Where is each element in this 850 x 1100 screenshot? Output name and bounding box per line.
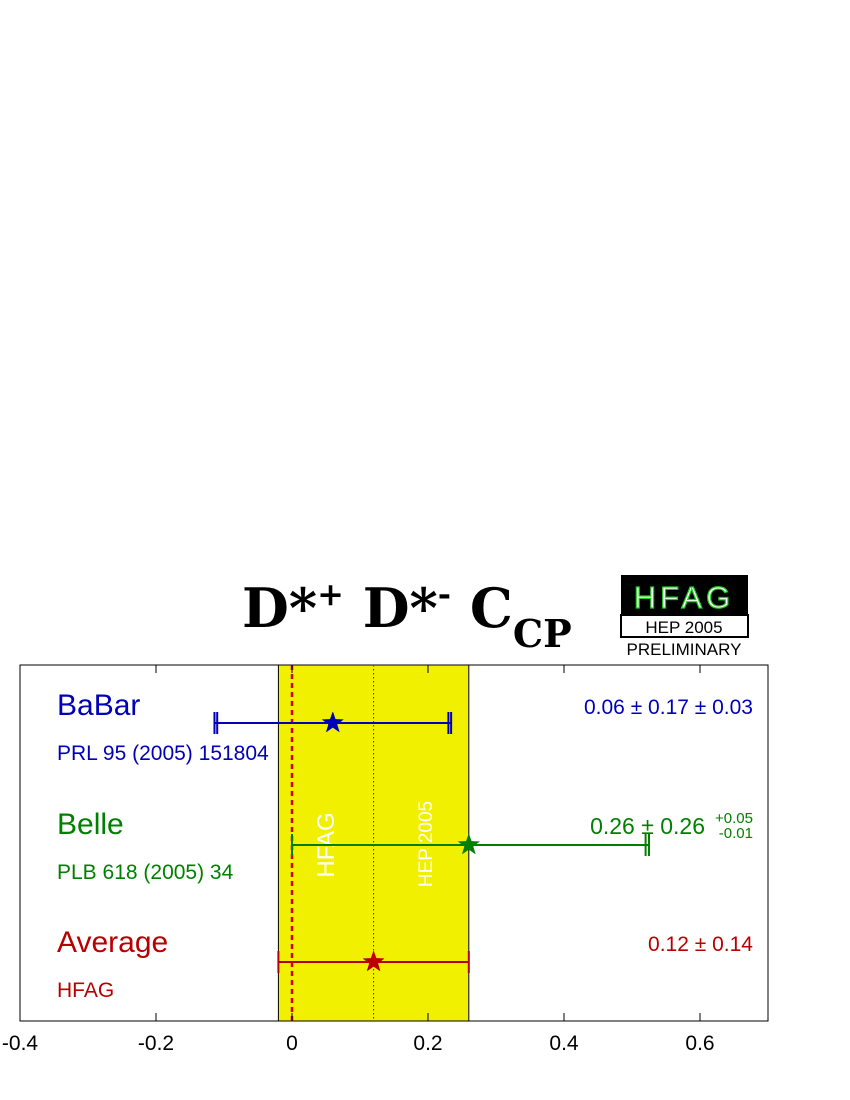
measurement-row-belle: Belle PLB 618 (2005) 34 0.26 ± 0.26 +0.05-0… [57,808,753,884]
measurement-row-average: Average HFAG 0.12 ± 0.14 [57,926,753,1002]
x-tick-label: 0 [286,1032,298,1055]
x-tick-label: -0.4 [2,1032,39,1055]
x-tick-label: 0.2 [413,1032,442,1055]
experiment-name: Belle [57,808,124,841]
result-syst-minus: -0.01 [719,825,753,842]
experiment-reference: PLB 618 (2005) 34 [57,861,234,884]
experiment-name: Average [57,926,168,959]
experiment-reference: PRL 95 (2005) 151804 [57,742,269,765]
central-value-marker [457,833,481,855]
logo-edition-box [620,614,749,638]
logo-status: PRELIMINARY [627,640,742,659]
measurement-row-babar: BaBar PRL 95 (2005) 151804 0.06 ± 0.17 ± 0… [57,689,753,765]
average-band-layer: HFAG HEP 2005 [277,664,470,1022]
x-tick-label: -0.2 [138,1032,174,1055]
result-value: 0.12 ± 0.14 [648,933,753,956]
central-value-marker [321,711,345,733]
experiment-reference: HFAG [57,979,114,1002]
hfag-logo: HFAG HEP 2005 PRELIMINARY [620,575,749,659]
x-tick-label: 0.6 [685,1032,714,1055]
logo-edition: HEP 2005 [645,618,722,637]
chart-title: D*+ D*- CCP [242,575,572,656]
central-value-marker [362,950,385,972]
x-tick-label: 0.4 [549,1032,579,1055]
measurement-rows: BaBar PRL 95 (2005) 151804 0.06 ± 0.17 ± 0… [57,689,753,1002]
result-value: 0.06 ± 0.17 ± 0.03 [584,696,753,719]
x-axis: -0.4 -0.2 0 0.2 0.4 0.6 [2,665,715,1055]
result-syst-plus: +0.05 [715,810,753,827]
experiment-name: BaBar [57,689,140,722]
logo-name: HFAG [634,580,734,615]
result-value: 0.26 ± 0.26 [590,813,705,839]
plot-area: HFAG HEP 2005 BaBar PRL 95 (2005) 151804 0.… [2,664,769,1055]
logo-black-box [621,575,748,615]
